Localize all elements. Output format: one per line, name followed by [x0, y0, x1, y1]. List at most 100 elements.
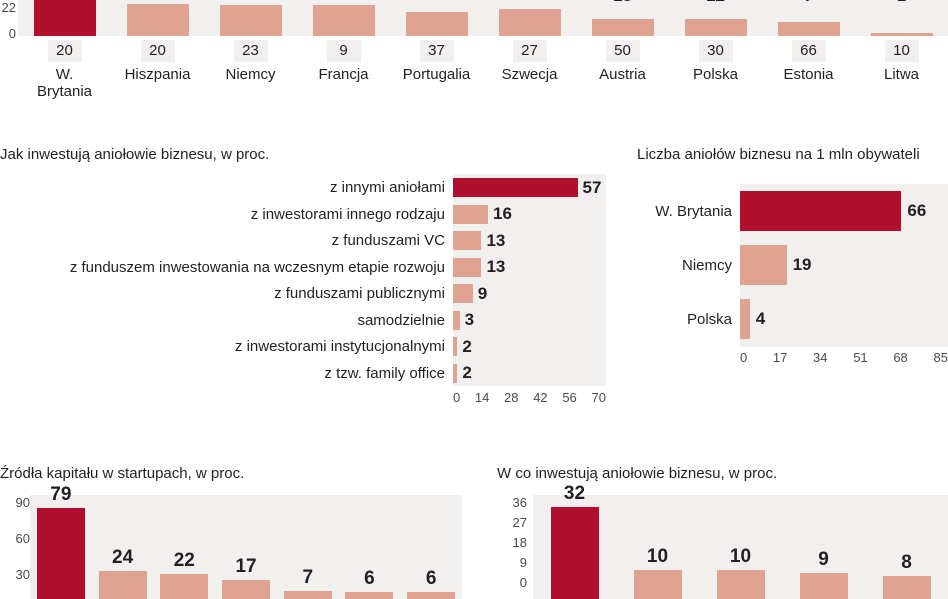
how-row-label: z funduszami publicznymi	[274, 285, 445, 303]
how-row-value: 9	[477, 283, 488, 303]
per-million-row: Polska 4	[637, 292, 948, 346]
top-chart-country-name: Szwecja	[501, 66, 558, 84]
bottom-chart-y-tick: 0	[519, 575, 527, 591]
bottom-chart-value-label: 10	[646, 546, 669, 568]
per-million-tick: 85	[933, 350, 948, 366]
top-chart-bar	[126, 4, 189, 36]
per-million-x-axis-ticks: 0 17 34 51 68 85	[740, 346, 948, 365]
bottom-chart-value-label: 9	[818, 549, 829, 571]
per-million-row: Niemcy 19	[637, 238, 948, 292]
bottom-chart-column: 17	[215, 495, 277, 599]
bottom-chart-y-tick: 18	[512, 535, 527, 551]
bottom-chart-value-label: 32	[563, 482, 586, 504]
how-row: z inwestorami instytucjonalnymi 2	[0, 333, 614, 360]
how-row-label: z inwestorami instytucjonalnymi	[234, 338, 445, 356]
top-chart-rank-chip: 30	[698, 40, 733, 63]
bottom-chart-y-tick: 90	[15, 495, 30, 511]
top-chart-y-top-label: 22	[1, 0, 16, 15]
how-row-bar	[453, 178, 578, 198]
how-row-bar-area: 2	[453, 333, 614, 360]
top-chart-rank-chip: 27	[512, 40, 547, 63]
how-row: z funduszami publicznymi 9	[0, 280, 614, 307]
bottom-chart-column: 7	[277, 495, 339, 599]
top-chart-label-cell: 37 Portugalia	[390, 36, 483, 101]
top-chart-country-name: W. Brytania	[36, 66, 93, 101]
how-hbar-chart: z innymi aniołami 57 z inwestorami innego …	[0, 174, 614, 405]
top-chart-label-cell: 10 Litwa	[855, 36, 948, 101]
top-chart-columns: 22 13 12 7 1	[18, 0, 948, 36]
top-chart-bar	[777, 22, 840, 36]
top-chart-bar	[498, 8, 561, 36]
bottom-chart-column: 9	[782, 495, 865, 599]
how-row-bar-area: 16	[453, 201, 614, 228]
how-row-bar	[453, 310, 460, 330]
how-row-bar	[453, 231, 482, 251]
what-chart: 36 27 18 9 0 32 10 10 9 8	[497, 483, 948, 599]
how-row-bar-area: 2	[453, 360, 614, 387]
per-million-tick: 68	[893, 350, 908, 366]
top-chart-bar	[219, 5, 282, 36]
per-million-value: 66	[907, 201, 927, 221]
how-row-value: 57	[582, 177, 602, 197]
per-million-bar	[740, 191, 902, 232]
bottom-chart-column: 6	[400, 495, 462, 599]
per-million-rows: W. Brytania 66 Niemcy 19 Polska 4	[637, 184, 948, 346]
per-million-bar	[740, 299, 750, 340]
bottom-chart-bar	[222, 579, 271, 599]
top-bar-chart: 22 0 22 13 12 7 1 20 W.Brytania 20 Hiszpania 23 N…	[0, 0, 948, 108]
how-row-bar-area: 3	[453, 307, 614, 334]
top-chart-category-labels: 20 W. Brytania 20 Hiszpania 23 Niemcy 9 Francja 3…	[18, 36, 948, 101]
bottom-chart-y-tick: 30	[15, 567, 30, 583]
top-chart-column	[483, 0, 576, 36]
top-chart-country-name: Hiszpania	[124, 66, 191, 84]
bottom-chart-bar	[550, 506, 599, 599]
bottom-chart-value-label: 17	[235, 555, 257, 577]
how-row-bar	[453, 204, 489, 224]
how-row-bar-area: 57	[453, 174, 614, 201]
per-million-row-label: Niemcy	[681, 256, 732, 274]
how-row-label: z innymi aniołami	[329, 179, 445, 197]
top-chart-country-name: Portugalia	[402, 66, 471, 84]
top-chart-value-label: 13	[613, 0, 632, 6]
per-million-value: 4	[755, 309, 766, 329]
bottom-chart-y-tick: 36	[512, 495, 527, 511]
bottom-chart-bar	[36, 507, 85, 599]
how-row-value: 16	[493, 204, 512, 224]
bottom-chart-bar	[345, 592, 394, 599]
how-row: samodzielnie 3	[0, 307, 614, 334]
section-how-angels-invest: Jak inwestują aniołowie biznesu, w proc.…	[0, 146, 614, 405]
top-chart-label-cell: 66 Estonia	[762, 36, 855, 101]
per-million-row-label: W. Brytania	[655, 202, 732, 220]
per-million-tick: 51	[853, 350, 868, 366]
top-chart-bar	[591, 19, 654, 36]
top-chart-bar	[405, 11, 468, 36]
how-row-label: z tzw. family office	[324, 364, 445, 382]
how-tick: 14	[474, 390, 490, 406]
top-chart-rank-chip: 23	[233, 40, 268, 63]
how-tick: 70	[591, 390, 606, 406]
how-row-value: 13	[486, 257, 506, 277]
per-million-row: W. Brytania 66	[637, 184, 948, 238]
top-chart-bar	[312, 5, 375, 36]
top-chart-label-cell: 9 Francja	[297, 36, 390, 101]
top-chart-y-zero-label: 0	[8, 26, 16, 41]
bottom-chart-value-label: 6	[425, 568, 437, 590]
section-what-angels-invest-in: W co inwestują aniołowie biznesu, w proc…	[497, 465, 948, 599]
bottom-chart-y-tick: 27	[512, 515, 527, 531]
per-million-bar	[740, 245, 787, 286]
per-million-tick: 34	[813, 350, 828, 366]
how-row-bar-area: 13	[453, 227, 614, 254]
how-row-label: samodzielnie	[357, 311, 445, 329]
bottom-chart-value-label: 8	[901, 552, 912, 574]
top-chart-column: 12	[669, 0, 762, 36]
top-chart-rank-chip: 50	[605, 40, 640, 63]
top-chart-column: 13	[576, 0, 669, 36]
top-chart-country-name: Litwa	[883, 66, 920, 84]
how-row-value: 13	[486, 230, 506, 250]
bottom-chart-value-label: 79	[50, 483, 72, 505]
top-chart-rank-chip: 9	[326, 40, 361, 63]
per-million-value: 19	[792, 255, 812, 275]
top-chart-label-cell: 20 W. Brytania	[18, 36, 111, 101]
top-chart-bar	[684, 19, 747, 36]
how-row-label: z inwestorami innego rodzaju	[250, 205, 445, 223]
